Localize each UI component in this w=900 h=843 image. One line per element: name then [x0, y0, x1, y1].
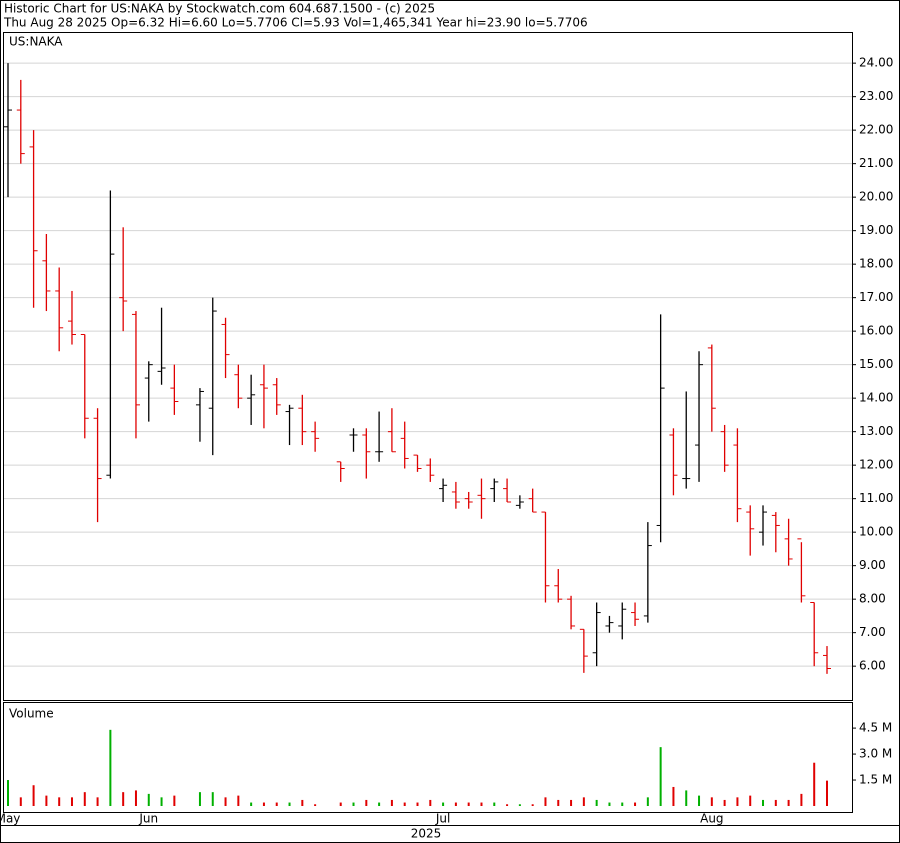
volume-bar [122, 792, 125, 806]
y-tick-label: 17.00 [859, 290, 893, 304]
volume-bar [672, 786, 675, 806]
y-tick-label: 19.00 [859, 223, 893, 237]
volume-bar [826, 780, 828, 806]
x-tick-label: Jun [138, 812, 158, 826]
volume-bar [70, 797, 73, 806]
volume-bar [813, 762, 816, 806]
volume-bar [723, 799, 726, 806]
volume-bar [685, 790, 688, 806]
volume-bar [698, 795, 701, 806]
volume-bar [288, 802, 291, 806]
volume-bar [659, 747, 662, 806]
volume-bar [493, 802, 496, 806]
volume-bar [774, 799, 777, 806]
volume-bar [237, 795, 240, 806]
y-tick-label: 22.00 [859, 123, 893, 137]
price-title: US:NAKA [9, 35, 63, 49]
volume-bar [262, 802, 265, 806]
header-line2: Thu Aug 28 2025 Op=6.32 Hi=6.60 Lo=5.770… [3, 16, 588, 30]
y-tick-label: 15.00 [859, 357, 893, 371]
volume-bar [608, 802, 611, 806]
volume-bar [749, 795, 752, 806]
y-tick-label: 8.00 [859, 592, 886, 606]
volume-bar [365, 799, 368, 806]
volume-panel [3, 702, 853, 813]
y-tick-label: 16.00 [859, 324, 893, 338]
volume-bar [45, 795, 48, 806]
x-tick-label: Jul [435, 812, 450, 826]
volume-bar [250, 802, 253, 806]
volume-bar [275, 802, 278, 806]
volume-bar [378, 802, 381, 806]
volume-bar [710, 797, 713, 806]
volume-bar [314, 804, 317, 806]
volume-bar [352, 802, 355, 806]
volume-bar [403, 802, 406, 806]
volume-bar [621, 802, 624, 806]
y-tick-label: 24.00 [859, 56, 893, 70]
volume-bar [531, 804, 534, 806]
volume-bar [646, 797, 649, 806]
volume-bar [147, 793, 150, 806]
volume-bar [454, 802, 457, 806]
volume-bar [570, 799, 573, 806]
volume-bar [301, 799, 304, 806]
y-tick-label: 12.00 [859, 458, 893, 472]
volume-bar [506, 804, 509, 806]
y-tick-label: 23.00 [859, 89, 893, 103]
y-tick-label: 6.00 [859, 659, 886, 673]
volume-bar [58, 797, 61, 806]
volume-bar [557, 799, 560, 806]
volume-bar [518, 804, 521, 806]
y-tick-label: 13.00 [859, 424, 893, 438]
y-tick-label: 1.5 M [859, 773, 892, 787]
volume-bar [582, 797, 585, 806]
y-tick-label: 7.00 [859, 625, 886, 639]
y-tick-label: 14.00 [859, 391, 893, 405]
volume-bar [442, 802, 445, 806]
volume-bar [544, 797, 547, 806]
x-tick-label: Aug [700, 812, 723, 826]
volume-bar [416, 802, 419, 806]
volume-bar [224, 797, 227, 806]
volume-bar [173, 795, 176, 806]
volume-bar [736, 797, 739, 806]
volume-bar [198, 792, 201, 806]
volume-bar [787, 799, 790, 806]
volume-bar [211, 792, 214, 806]
volume-bar [429, 799, 432, 806]
volume-bar [19, 797, 22, 806]
volume-bar [762, 799, 765, 806]
volume-title: Volume [9, 707, 54, 721]
volume-bar [467, 802, 470, 806]
y-tick-label: 9.00 [859, 558, 886, 572]
volume-bar [595, 799, 598, 806]
header-line1: Historic Chart for US:NAKA by Stockwatch… [4, 2, 435, 16]
x-axis-title: 2025 [411, 827, 442, 841]
volume-bar [634, 802, 637, 806]
y-tick-label: 20.00 [859, 190, 893, 204]
y-tick-label: 18.00 [859, 257, 893, 271]
volume-bar [32, 785, 35, 806]
volume-bar [96, 797, 99, 806]
price-panel [3, 32, 853, 701]
volume-bar [339, 802, 342, 806]
volume-bar [83, 792, 86, 806]
volume-bar [134, 790, 137, 806]
y-tick-label: 10.00 [859, 525, 893, 539]
volume-bar [390, 799, 393, 806]
volume-bar [480, 802, 483, 806]
volume-bar [800, 793, 803, 806]
volume-bar [109, 729, 112, 806]
volume-bar [7, 780, 9, 806]
volume-bar [160, 797, 163, 806]
y-tick-label: 3.0 M [859, 747, 892, 761]
y-tick-label: 4.5 M [859, 721, 892, 735]
y-tick-label: 21.00 [859, 156, 893, 170]
x-tick-label: May [0, 812, 20, 826]
y-tick-label: 11.00 [859, 491, 893, 505]
